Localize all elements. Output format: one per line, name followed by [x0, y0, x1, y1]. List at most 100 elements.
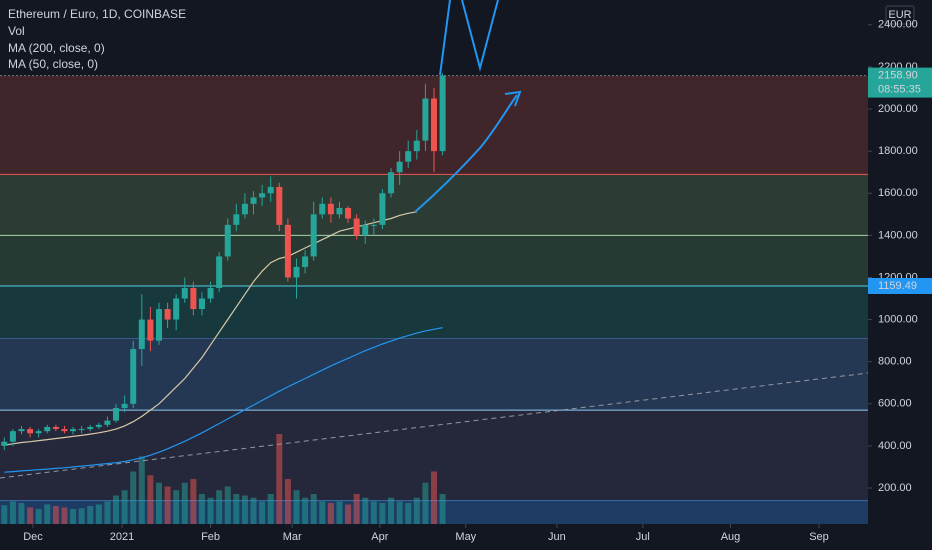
- candle-body: [155, 309, 162, 341]
- x-tick-label: Feb: [201, 531, 220, 543]
- candle-body: [327, 203, 334, 215]
- candle-body: [405, 151, 412, 162]
- volume-bar: [181, 482, 188, 524]
- arrow-head: [504, 90, 522, 107]
- candle-body: [198, 298, 205, 310]
- candle-body: [113, 408, 120, 421]
- x-tick-label: Sep: [809, 531, 829, 543]
- indicator-label: Vol: [8, 24, 25, 38]
- volume-bar: [61, 507, 68, 524]
- candle-body: [276, 186, 283, 225]
- volume-bar: [224, 486, 231, 524]
- candle-body: [302, 256, 309, 267]
- candle-body: [431, 98, 437, 152]
- volume-bar: [27, 507, 34, 524]
- candle-body: [9, 431, 16, 442]
- chart-title: Ethereum / Euro, 1D, COINBASE: [8, 7, 186, 21]
- volume-bar: [173, 490, 180, 524]
- y-tick-label: 600.00: [878, 398, 912, 410]
- volume-bar: [345, 504, 352, 524]
- volume-bar: [310, 494, 317, 524]
- currency-box[interactable]: [885, 5, 915, 25]
- volume-bar: [104, 501, 111, 524]
- candle-body: [207, 288, 214, 299]
- volume-bar: [362, 497, 369, 524]
- y-tick-label: 800.00: [878, 356, 912, 368]
- x-tick-label: Mar: [283, 531, 302, 543]
- volume-bar: [216, 490, 223, 524]
- price-zone: [0, 338, 868, 411]
- volume-bar: [319, 501, 326, 524]
- candle-body: [181, 288, 188, 299]
- volume-bar: [44, 504, 51, 524]
- candle-body: [293, 266, 300, 278]
- volume-bar: [130, 471, 137, 524]
- candle-body: [319, 203, 326, 215]
- candle-body: [362, 224, 369, 236]
- candle-body: [233, 214, 240, 225]
- candle-body: [413, 140, 420, 152]
- volume-bar: [52, 506, 59, 524]
- candle-body: [241, 203, 248, 215]
- x-tick-label: Apr: [371, 531, 388, 543]
- projection-zigzag: [439, 0, 499, 76]
- volume-bar: [336, 501, 343, 524]
- candle-body: [87, 426, 94, 430]
- candle-body: [250, 197, 257, 204]
- candle-body: [121, 403, 128, 408]
- last-price-label: 2158.90: [878, 70, 918, 82]
- volume-bar: [70, 509, 77, 524]
- volume-bar: [379, 503, 386, 524]
- x-tick-label: Jul: [636, 531, 650, 543]
- candle-body: [388, 172, 395, 194]
- candle-body: [310, 214, 317, 257]
- candle-body: [216, 256, 223, 288]
- candle-body: [336, 208, 343, 215]
- volume-bar: [9, 501, 16, 524]
- volume-bar: [413, 497, 420, 524]
- candle-body: [173, 298, 180, 320]
- volume-bar: [233, 494, 240, 524]
- y-tick-label: 1400.00: [878, 229, 918, 241]
- volume-bar: [439, 494, 446, 524]
- projection-arrow: [414, 94, 518, 213]
- level-price-label: 1159.49: [878, 280, 917, 292]
- volume-bar: [353, 494, 360, 524]
- currency-label[interactable]: EUR: [888, 9, 911, 21]
- volume-bar: [302, 497, 309, 524]
- volume-bar: [276, 434, 283, 524]
- volume-bar: [207, 497, 214, 524]
- candle-body: [379, 193, 386, 225]
- volume-bar: [18, 503, 25, 524]
- candle-body: [44, 426, 51, 432]
- x-tick-label: 2021: [110, 531, 134, 543]
- price-zone: [0, 174, 868, 236]
- candle-body: [95, 424, 102, 427]
- candle-body: [1, 441, 8, 446]
- volume-bar: [370, 501, 377, 524]
- volume-bar: [327, 503, 334, 524]
- volume-bar: [431, 471, 437, 524]
- volume-bar: [388, 497, 395, 524]
- candle-body: [396, 161, 403, 173]
- candle-body: [138, 319, 145, 350]
- countdown-label: 08:55:35: [878, 84, 921, 96]
- y-tick-label: 1600.00: [878, 187, 918, 199]
- y-tick-label: 400.00: [878, 440, 912, 452]
- volume-bar: [241, 495, 248, 524]
- volume-bar: [155, 482, 162, 524]
- volume-bar: [422, 482, 429, 524]
- x-tick-label: May: [455, 531, 476, 543]
- candle-body: [27, 429, 34, 434]
- volume-bar: [293, 490, 300, 524]
- volume-bar: [147, 475, 154, 524]
- volume-bar: [267, 494, 274, 524]
- volume-bar: [138, 456, 145, 524]
- candle-body: [422, 98, 429, 141]
- volume-bar: [78, 508, 85, 524]
- level-price-box: [868, 278, 932, 295]
- candle-body: [267, 186, 274, 194]
- volume-bar: [35, 509, 42, 524]
